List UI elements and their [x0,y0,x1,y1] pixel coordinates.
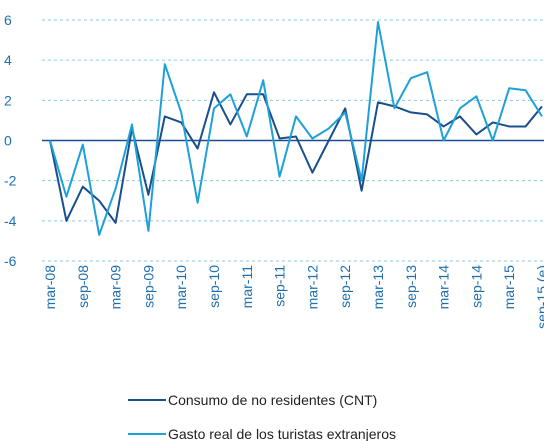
x-tick-label: mar-12 [304,265,320,310]
x-tick-label: sep-10 [206,265,222,308]
x-tick-label: sep-11 [272,265,288,307]
x-tick-label: mar-13 [370,265,386,310]
legend-label: Gasto real de los turistas extranjeros [168,426,396,441]
x-tick-label: sep-13 [403,265,419,308]
y-tick-label: -4 [4,213,17,229]
x-tick-label: mar-11 [239,265,255,309]
x-tick-label: mar-10 [173,265,189,310]
x-tick-label: mar-14 [436,265,452,310]
legend-label: Consumo de no residentes (CNT) [168,392,377,408]
y-tick-label: 4 [4,52,12,68]
x-tick-label: sep-08 [75,265,91,308]
x-tick-label: sep-12 [337,265,353,308]
x-tick-label: mar-08 [42,265,58,310]
y-tick-label: 6 [4,12,12,28]
x-tick-label: mar-15 [501,265,517,310]
y-tick-label: 0 [4,133,12,149]
y-tick-label: -6 [4,253,17,269]
x-tick-label: sep-15 (e) [534,265,544,329]
x-tick-label: mar-09 [108,265,124,310]
y-tick-label: 2 [4,92,12,108]
x-tick-label: sep-09 [140,265,156,308]
y-tick-label: -2 [4,173,17,189]
x-tick-label: sep-14 [468,265,484,308]
series-line [49,21,543,236]
